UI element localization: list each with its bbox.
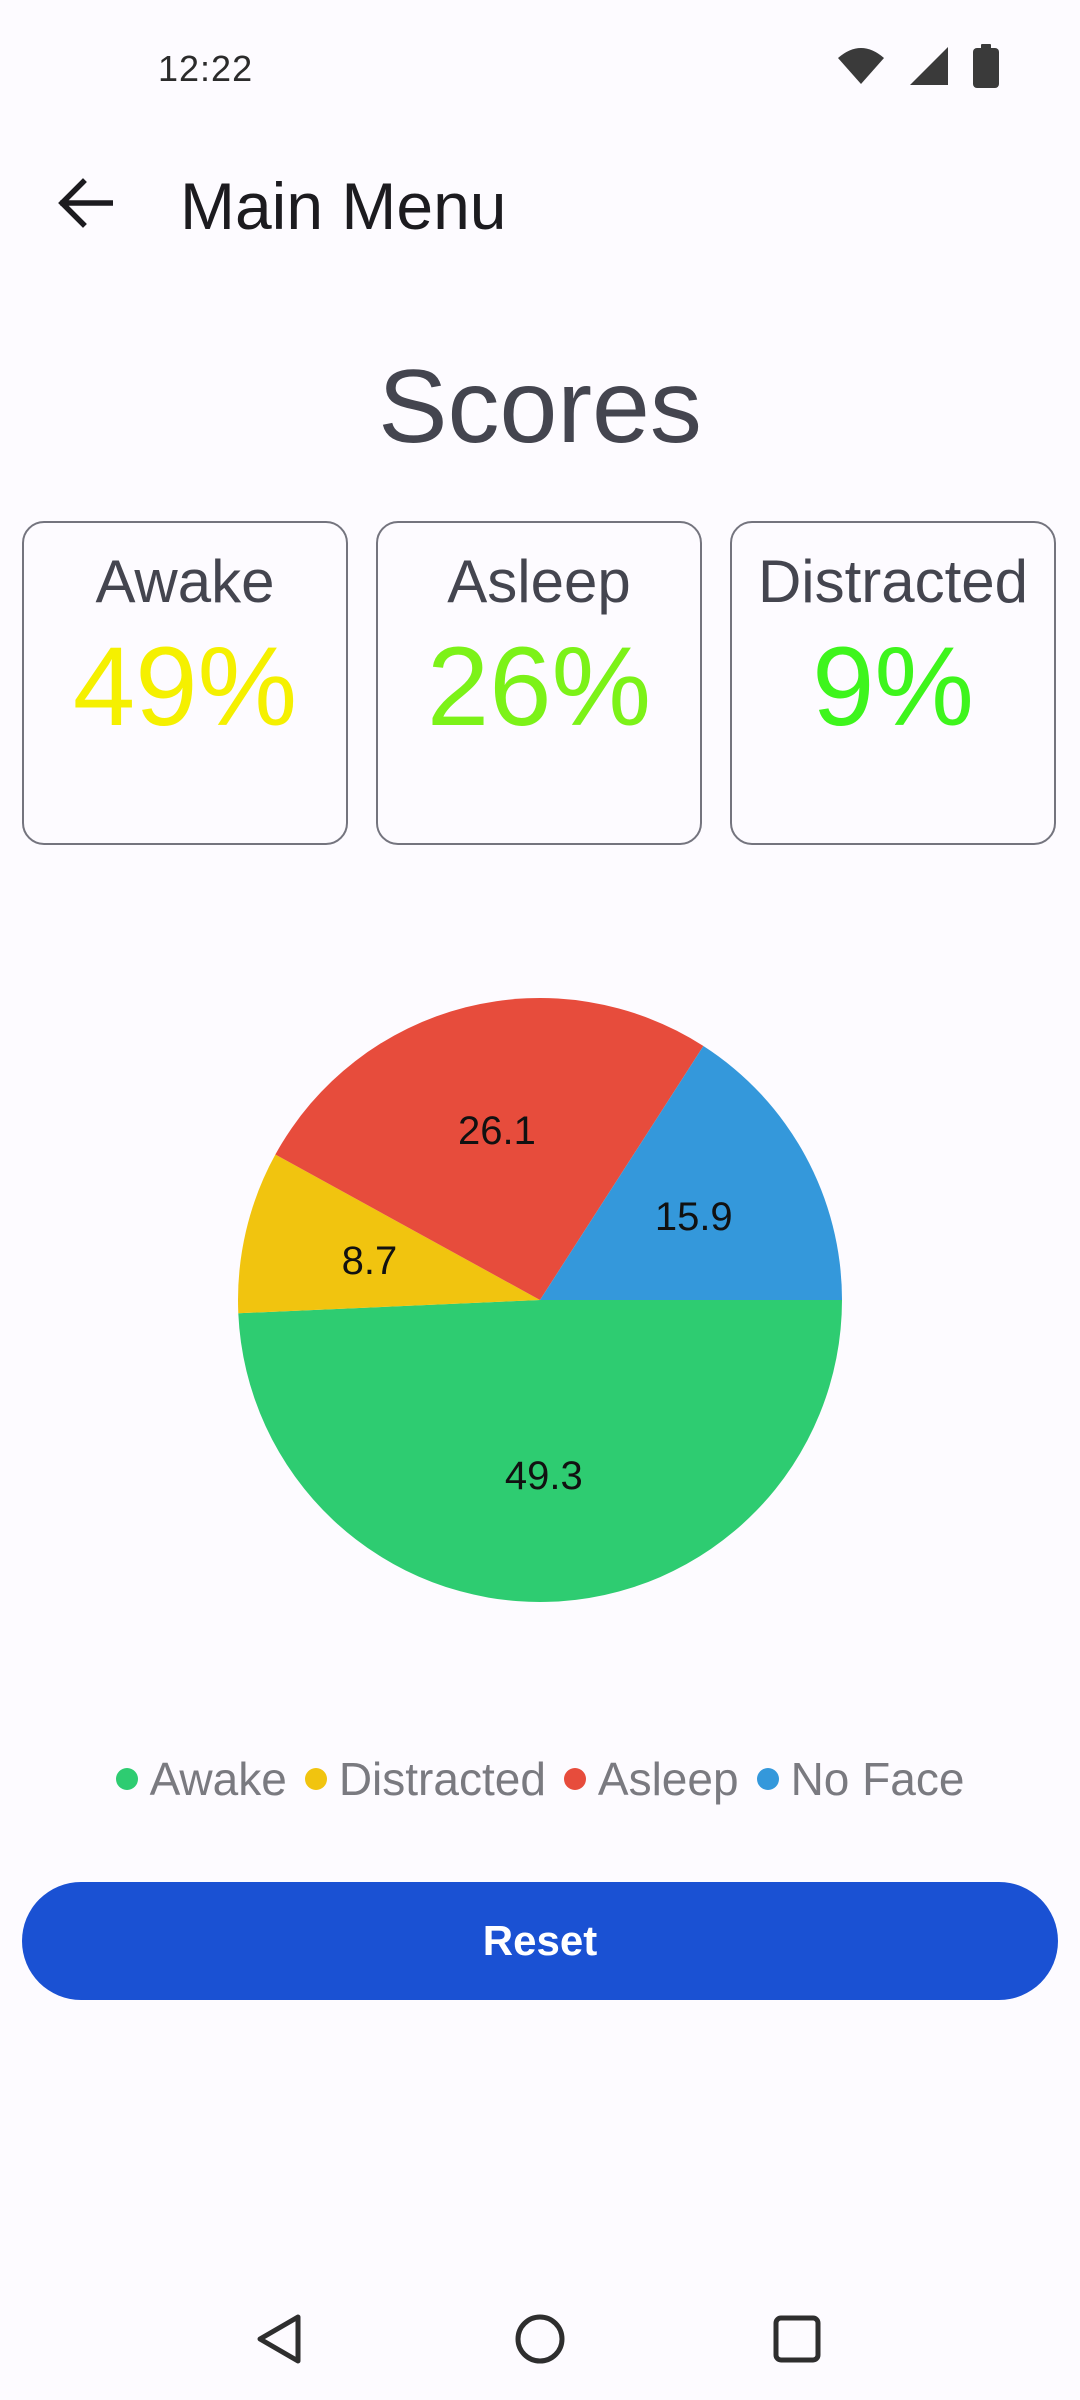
app-bar: Main Menu (0, 150, 1080, 260)
score-label: Distracted (757, 548, 1029, 615)
nav-recents-button[interactable] (752, 2296, 842, 2386)
nav-home-button[interactable] (495, 2296, 585, 2386)
legend-label: No Face (790, 1753, 965, 1805)
status-time: 12:22 (158, 48, 254, 89)
pie-chart-svg: 49.3 8.7 26.1 15.9 (238, 998, 842, 1602)
pie-chart: 49.3 8.7 26.1 15.9 (0, 960, 1080, 1660)
reset-button[interactable]: Reset (22, 1882, 1058, 2000)
scores-title: Scores (378, 349, 702, 465)
wifi-icon (836, 46, 886, 91)
score-value: 26% (426, 624, 652, 749)
legend-dot (563, 1768, 586, 1790)
cellular-signal-icon (908, 45, 950, 92)
pie-slice-asleep (275, 998, 704, 1300)
score-card-distracted: Distracted 9% (730, 521, 1056, 845)
chart-legend: Awake Distracted Asleep No Face (0, 1752, 1080, 1806)
status-icons (836, 44, 1000, 93)
nav-recents-icon (769, 2311, 825, 2372)
legend-dot (115, 1768, 138, 1790)
legend-item-no-face: No Face (756, 1752, 965, 1806)
score-value: 9% (812, 624, 974, 749)
pie-label-awake: 49.3 (505, 1454, 583, 1498)
pie-slice-distracted (238, 1154, 540, 1314)
legend-dot (304, 1768, 327, 1790)
status-bar: 12:22 (0, 0, 1080, 130)
score-card-awake: Awake 49% (22, 521, 348, 845)
score-value: 49% (72, 624, 298, 749)
pie-label-distracted: 8.7 (342, 1239, 398, 1283)
score-label: Awake (95, 548, 275, 615)
legend-label: Distracted (338, 1753, 546, 1805)
back-button[interactable] (40, 170, 130, 240)
nav-back-button[interactable] (235, 2296, 325, 2386)
pie-label-no-face: 15.9 (655, 1195, 733, 1239)
arrow-back-icon (57, 177, 114, 233)
pie-label-asleep: 26.1 (458, 1109, 536, 1153)
battery-icon (972, 44, 1000, 93)
nav-home-icon (512, 2311, 568, 2372)
nav-back-icon (252, 2311, 308, 2372)
score-label: Asleep (447, 548, 631, 615)
legend-label: Asleep (597, 1753, 739, 1805)
legend-item-awake: Awake (115, 1752, 287, 1806)
pie-slice-no-face (540, 1046, 842, 1300)
legend-label: Awake (149, 1753, 287, 1805)
system-nav-bar (0, 2280, 1080, 2400)
pie-slice-awake (238, 1300, 842, 1602)
legend-dot (756, 1768, 779, 1790)
app-title: Main Menu (180, 169, 507, 243)
legend-item-asleep: Asleep (563, 1752, 739, 1806)
score-card-asleep: Asleep 26% (376, 521, 702, 845)
legend-item-distracted: Distracted (304, 1752, 546, 1806)
